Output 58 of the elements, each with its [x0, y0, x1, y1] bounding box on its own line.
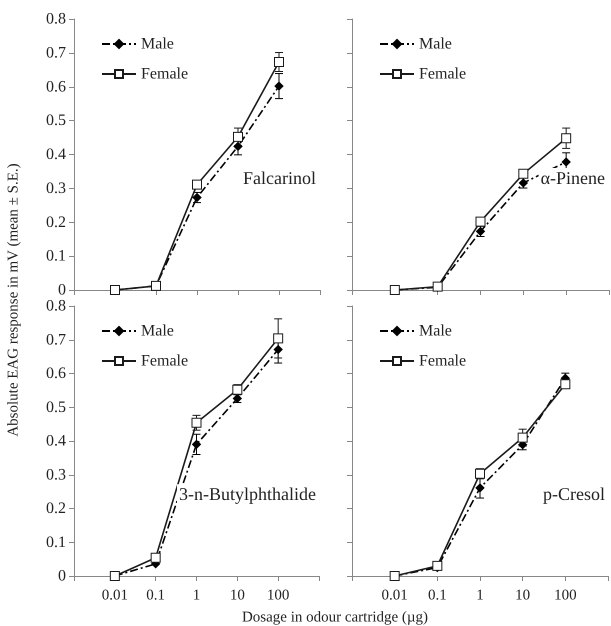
y-tick-label: 0.1	[46, 248, 66, 265]
legend-label: Female	[419, 352, 466, 370]
point	[518, 432, 528, 443]
point	[150, 552, 161, 563]
y-tick-label: 0	[58, 282, 66, 298]
point	[476, 483, 484, 492]
x-tick-label: 10	[230, 588, 245, 604]
legend-label: Female	[141, 66, 188, 82]
x-tick-label: 100	[266, 588, 290, 604]
annotation: p-Cresol	[543, 484, 606, 504]
y-tick-label: 0.4	[46, 432, 66, 450]
y-tick-label: 0.5	[46, 398, 66, 416]
point	[192, 180, 202, 190]
x-tick-label: 100	[554, 588, 577, 604]
x-tick-label: 1	[192, 588, 200, 604]
y-tick-label: 0.3	[46, 466, 66, 484]
x-tick-label: 10	[515, 588, 530, 604]
y-tick-label: 0.6	[46, 78, 66, 96]
point	[518, 168, 528, 179]
x-axis-title: Dosage in odour cartridge (µg)	[242, 610, 428, 626]
x-tick-label: 1	[476, 588, 484, 604]
y-tick-label: 0.5	[46, 112, 66, 130]
point	[234, 142, 242, 151]
y-tick-label: 0.2	[46, 500, 66, 517]
y-tick-label: 0.7	[46, 331, 66, 348]
legend-label: Male	[419, 322, 452, 340]
legend-label: Male	[141, 36, 174, 52]
annotation: 3-n-Butylphthalide	[179, 484, 316, 504]
point	[274, 345, 283, 354]
point	[192, 418, 202, 428]
point	[562, 157, 571, 166]
x-tick-label: 0.01	[382, 588, 408, 604]
annotation: Falcarinol	[243, 168, 316, 188]
point	[561, 133, 572, 144]
y-tick-label: 0.4	[46, 146, 66, 163]
x-tick-label: 0.01	[102, 588, 128, 604]
y-tick-label: 0.8	[46, 298, 66, 314]
y-tick-label: 0.8	[46, 10, 66, 28]
point	[560, 379, 570, 390]
y-tick-label: 0.3	[46, 180, 66, 197]
point	[192, 440, 201, 449]
point	[233, 132, 243, 142]
point	[476, 216, 486, 227]
y-tick-label: 0.2	[46, 214, 66, 231]
x-tick-label: 0.1	[428, 588, 447, 604]
x-tick-label: 0.1	[146, 588, 166, 604]
legend-label: Male	[141, 322, 174, 340]
y-axis-title: Absolute EAG response in mV (mean ± S.E.)	[6, 163, 22, 437]
point	[274, 82, 284, 91]
point	[273, 333, 284, 344]
legend-label: Female	[419, 66, 466, 82]
y-tick-label: 0.6	[46, 365, 66, 382]
y-tick-label: 0.7	[46, 44, 66, 62]
legend-label: Female	[141, 352, 188, 370]
y-tick-label: 0	[58, 568, 66, 584]
legend-label: Male	[419, 36, 452, 52]
y-tick-label: 0.1	[46, 534, 66, 551]
annotation: α-Pinene	[540, 168, 606, 188]
